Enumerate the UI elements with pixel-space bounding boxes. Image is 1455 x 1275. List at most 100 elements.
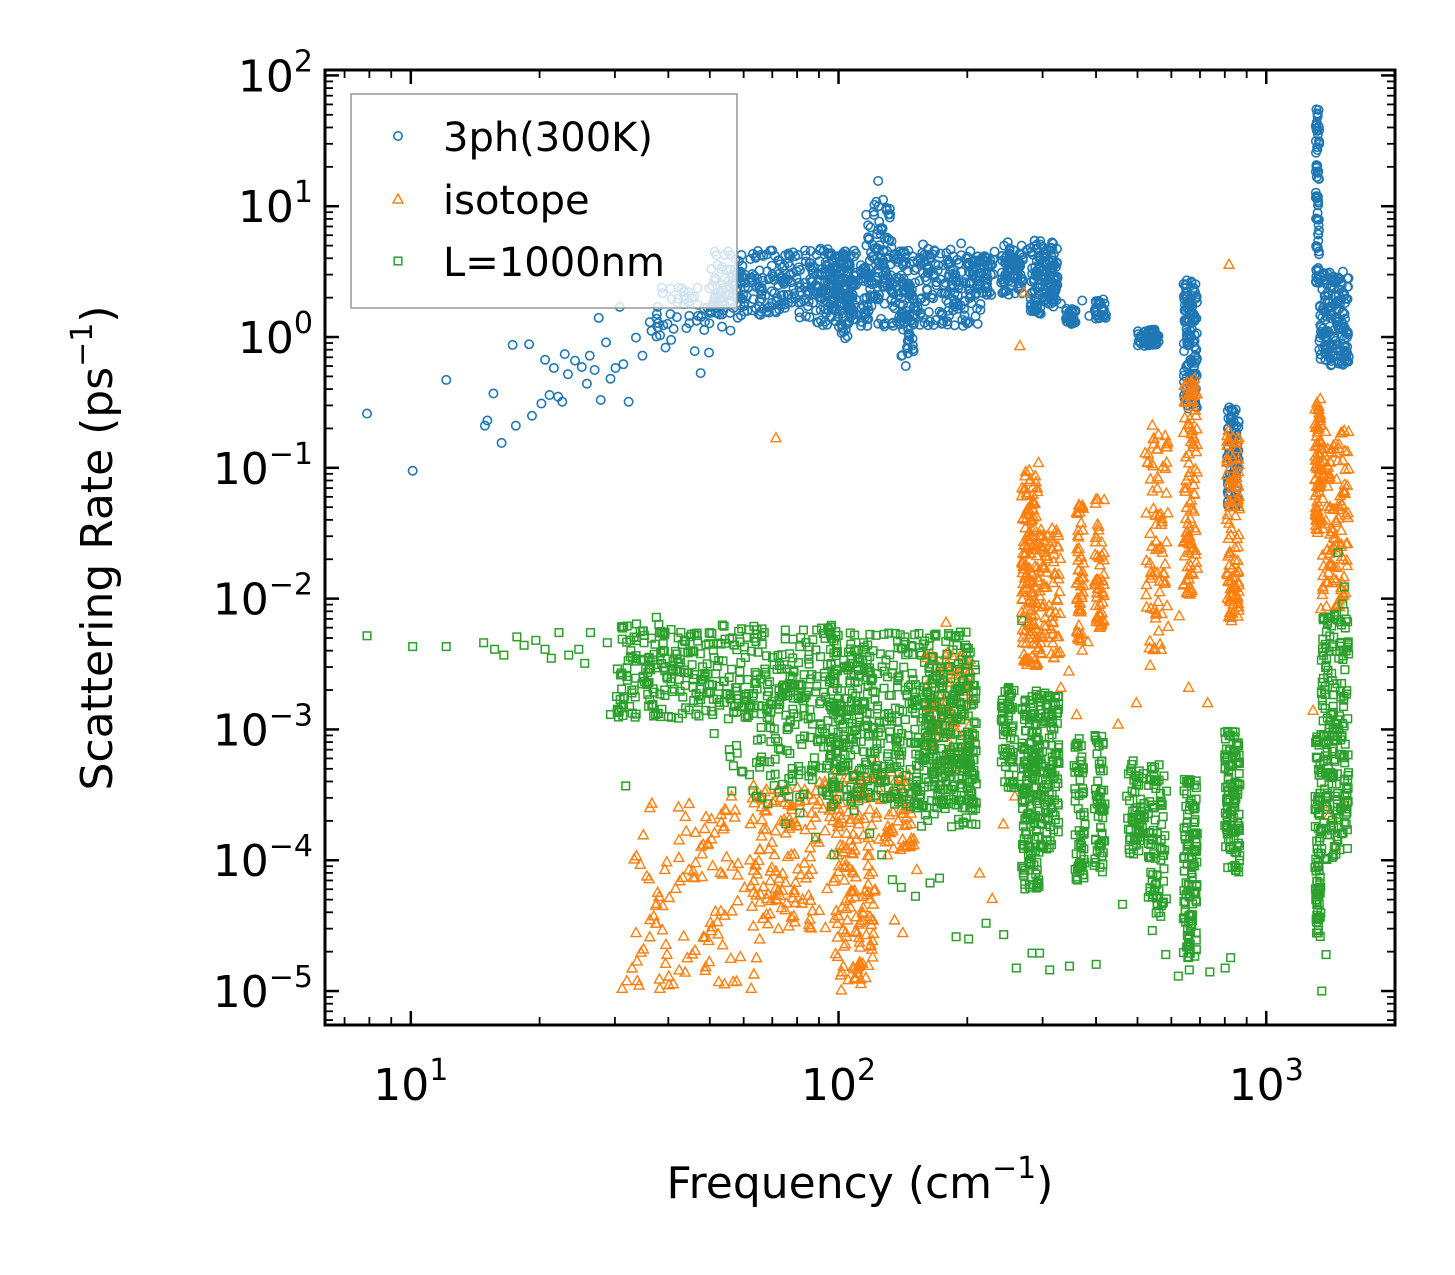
data-point-boundary [831,745,841,756]
data-point-3ph [908,317,919,328]
data-point-isotope [1062,664,1076,676]
data-point-isotope [831,930,844,942]
data-point-3ph [496,437,507,448]
data-point-isotope [750,867,764,879]
data-point-isotope [1222,257,1236,269]
data-point-isotope [1178,395,1192,407]
data-point-boundary [828,678,839,688]
data-point-isotope [879,835,892,847]
data-point-isotope [1179,450,1193,462]
data-point-isotope [785,802,799,815]
data-point-isotope [1309,509,1323,521]
data-point-isotope [1223,605,1237,618]
data-point-isotope [1017,285,1031,297]
data-point-3ph [1186,277,1197,288]
data-point-isotope [1225,521,1238,533]
data-point-isotope [1034,646,1048,658]
data-point-boundary [941,770,951,780]
data-point-boundary [927,721,937,731]
data-point-isotope [1189,408,1203,421]
data-point-boundary [1052,718,1062,728]
data-point-boundary [1020,697,1030,707]
data-point-isotope [1018,482,1032,494]
data-point-3ph [942,316,953,327]
data-point-boundary [865,629,875,639]
data-point-isotope [887,841,900,853]
data-point-isotope [870,810,883,822]
data-point-isotope [1318,517,1331,529]
data-point-boundary [965,777,975,787]
data-point-boundary [961,627,971,637]
data-point-isotope [1053,645,1067,657]
data-point-3ph [903,324,914,335]
data-point-3ph [861,209,872,220]
data-point-boundary [930,701,940,711]
data-point-isotope [1140,578,1153,590]
data-point-isotope [1316,491,1329,504]
data-point-isotope [1341,445,1354,457]
data-point-3ph [1026,276,1037,287]
data-point-isotope [1008,789,1021,801]
data-point-3ph [1064,315,1075,326]
data-point-3ph [898,299,909,310]
data-point-boundary [728,761,738,771]
data-point-boundary [765,757,775,767]
data-point-boundary [830,781,841,791]
data-point-isotope [714,865,727,878]
data-point-isotope [832,909,845,921]
data-point-isotope [852,959,865,971]
data-point-isotope [779,903,792,915]
data-point-boundary [808,761,818,771]
data-point-boundary [833,727,843,737]
data-point-boundary [644,664,654,674]
data-point-3ph [644,317,655,328]
data-point-3ph [1051,243,1062,254]
data-point-boundary [788,653,798,663]
data-point-boundary [682,668,693,678]
data-point-3ph [1336,279,1347,290]
data-point-boundary [766,737,776,747]
data-point-3ph [760,290,771,301]
data-point-isotope [672,851,686,863]
data-point-isotope [1146,484,1159,496]
data-point-boundary [1052,708,1062,718]
data-point-boundary [1160,831,1170,841]
data-point-boundary [742,632,752,642]
data-point-3ph [1229,407,1240,418]
data-point-3ph [800,277,811,288]
data-point-3ph [965,246,976,257]
data-point-3ph [906,284,917,295]
data-point-boundary [910,724,920,734]
data-point-3ph [737,271,748,282]
data-point-3ph [705,308,716,319]
data-point-isotope [1341,506,1355,518]
data-point-isotope [1172,609,1186,621]
data-point-boundary [1020,879,1030,889]
data-point-boundary [799,731,810,741]
data-point-3ph [1337,330,1348,341]
data-point-boundary [749,703,759,713]
data-point-boundary [1018,868,1028,878]
data-point-boundary [903,648,913,658]
data-point-isotope [827,874,840,886]
data-point-boundary [966,700,976,710]
data-point-boundary [650,639,660,649]
data-point-boundary [1145,883,1155,893]
data-point-boundary [1050,815,1060,825]
data-point-boundary [1123,824,1133,834]
data-point-boundary [1019,744,1029,755]
data-point-isotope [846,864,859,876]
data-point-boundary [799,789,809,799]
data-point-isotope [1159,461,1172,473]
data-point-boundary [757,639,767,649]
data-point-3ph [1313,173,1324,184]
data-point-3ph [1226,413,1237,424]
data-point-isotope [862,867,876,879]
data-point-boundary [788,693,798,703]
data-point-boundary [927,796,937,806]
data-point-boundary [1018,821,1028,831]
data-point-isotope [787,886,801,898]
data-point-boundary [932,796,942,806]
data-point-boundary [952,684,962,694]
data-point-isotope [839,925,852,937]
